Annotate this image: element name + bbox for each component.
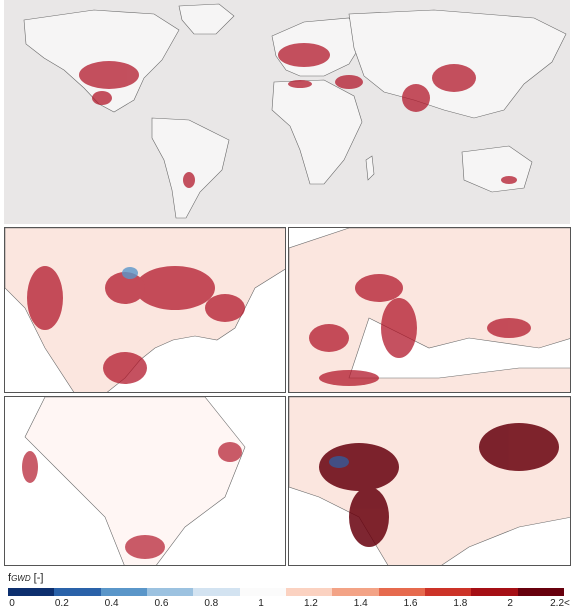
colorbar-segment <box>517 588 564 596</box>
europe-map-panel <box>288 227 571 393</box>
madagascar-land <box>365 155 375 181</box>
colorbar-segment <box>146 588 194 596</box>
colorbar-segment <box>332 588 379 596</box>
legend-unit: [-] <box>30 572 44 584</box>
hotspot-spain <box>309 324 349 352</box>
colorbar-tick-label: 0.8 <box>204 598 219 609</box>
hotspot-california <box>27 266 63 330</box>
colorbar-tick-label: 1 <box>258 598 264 609</box>
hotspot-northeast-brazil <box>218 442 242 462</box>
colorbar-tick-label: 1.6 <box>403 598 418 609</box>
colorbar-tick-label: 2 <box>507 598 513 609</box>
hotspot-us <box>79 61 139 89</box>
south-east-asia-map-panel <box>288 396 571 566</box>
colorbar-segment <box>424 588 472 596</box>
hotspot-italy <box>381 298 417 358</box>
north-america-map-panel <box>4 227 286 393</box>
asia-land <box>348 9 567 119</box>
hotspot-india <box>402 84 430 112</box>
colorbar-segment <box>378 588 425 596</box>
low-value-area-india <box>329 456 349 468</box>
south-east-asia-map <box>289 397 570 565</box>
south-america-map-panel <box>4 396 286 566</box>
colorbar <box>8 588 564 596</box>
hotspot-europe <box>278 43 330 67</box>
colorbar-segment <box>8 588 55 596</box>
hotspot-layer <box>79 43 517 188</box>
hotspot-china <box>432 64 476 92</box>
hotspot-indo-gangetic <box>319 443 399 491</box>
hotspot-midwest <box>135 266 215 310</box>
europe-map <box>289 228 570 392</box>
hotspot-southeast <box>205 294 245 322</box>
colorbar-tick-label: 0.2 <box>54 598 69 609</box>
hotspot-australia <box>501 176 517 184</box>
colorbar-segment <box>285 588 333 596</box>
colorbar-tick-label: 1.2 <box>303 598 318 609</box>
colorbar-ticks: 0 0.2 0.4 0.6 0.8 1 1.2 1.4 1.6 1.8 2 2.2< <box>0 598 575 612</box>
hotspot-south-india <box>349 487 389 547</box>
colorbar-tick-label: 1.8 <box>453 598 468 609</box>
world-map-panel <box>4 0 570 224</box>
hotspot-southern-cone <box>125 535 165 559</box>
hotspot-north-africa-coast <box>319 370 379 386</box>
colorbar-tick-label: 0 <box>9 598 15 609</box>
legend-subscript: GWD <box>11 574 31 583</box>
south-america-land <box>151 117 230 219</box>
greenland-land <box>178 3 235 35</box>
north-america-map <box>5 228 285 392</box>
colorbar-tick-label: 0.4 <box>104 598 119 609</box>
colorbar-tick-label: 0.6 <box>154 598 169 609</box>
hotspot-turkey <box>487 318 531 338</box>
low-value-area <box>122 267 138 279</box>
africa-land <box>271 79 363 185</box>
legend-symbol: f <box>8 572 12 584</box>
legend-title: fGWD [-] <box>8 572 43 584</box>
hotspot-north-africa <box>288 80 312 88</box>
colorbar-tick-label: 1.4 <box>353 598 368 609</box>
colorbar-segment <box>471 588 518 596</box>
north-america-land <box>23 9 180 113</box>
hotspot-argentina <box>183 172 195 188</box>
south-america-map <box>22 397 246 565</box>
hotspot-germany <box>355 274 403 302</box>
colorbar-segment <box>239 588 286 596</box>
hotspot-mexico-central <box>103 352 147 384</box>
hotspot-middle-east <box>335 75 363 89</box>
colorbar-segment <box>193 588 240 596</box>
world-map <box>23 3 567 219</box>
colorbar-segment <box>54 588 101 596</box>
australia-land <box>461 145 533 193</box>
hotspot-mexico <box>92 91 112 105</box>
colorbar-segment <box>100 588 147 596</box>
hotspot-north-china <box>479 423 559 471</box>
hotspot-high-plains <box>105 272 145 304</box>
colorbar-tick-label: 2.2< <box>550 598 570 609</box>
hotspot-peru-coast <box>22 451 38 483</box>
